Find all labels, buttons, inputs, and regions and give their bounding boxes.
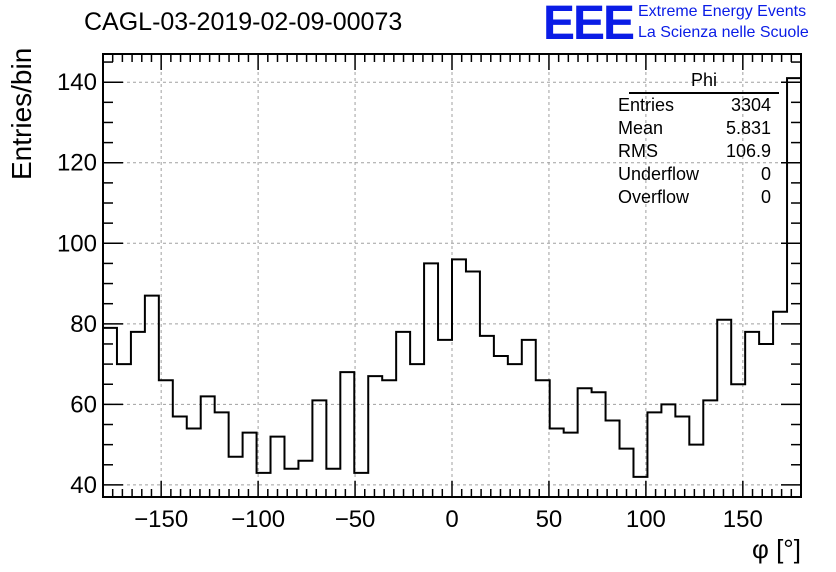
histogram-bin bbox=[159, 380, 173, 497]
stats-label: RMS bbox=[618, 141, 658, 161]
histogram-bin bbox=[452, 259, 466, 497]
histogram-bin bbox=[606, 420, 620, 497]
stats-label: Underflow bbox=[618, 164, 700, 184]
histogram-bin bbox=[508, 364, 522, 497]
y-tick-label: 80 bbox=[70, 311, 97, 338]
stats-title: Phi bbox=[629, 70, 779, 94]
histogram-bin bbox=[703, 400, 717, 497]
stats-label: Overflow bbox=[618, 187, 690, 207]
y-tick-label: 40 bbox=[70, 472, 97, 499]
x-tick-label: 0 bbox=[445, 506, 458, 533]
histogram-bin bbox=[466, 271, 480, 497]
histogram-bin bbox=[215, 412, 229, 497]
y-axis-label: Entries/bin bbox=[6, 47, 37, 180]
x-tick-label: −100 bbox=[231, 506, 285, 533]
histogram-bin bbox=[494, 356, 508, 497]
axis-ticks bbox=[103, 54, 801, 497]
histogram-bin bbox=[173, 416, 187, 497]
logo-caption-line2: La Scienza nelle Scuole bbox=[638, 24, 809, 41]
histogram-bin bbox=[592, 392, 606, 497]
stats-value: 0 bbox=[760, 164, 771, 184]
histogram-bin bbox=[368, 376, 382, 497]
histogram-bin bbox=[145, 296, 159, 497]
histogram-bin bbox=[201, 396, 215, 497]
logo-caption-line1: Extreme Energy Events bbox=[638, 3, 807, 20]
histogram-bin bbox=[536, 380, 550, 497]
x-axis-label: φ [°] bbox=[752, 534, 801, 564]
histogram-bin bbox=[298, 461, 312, 497]
histogram-bin bbox=[564, 433, 578, 497]
stats-label: Mean bbox=[618, 118, 664, 138]
histogram-bin bbox=[243, 433, 257, 497]
histogram-bin bbox=[382, 380, 396, 497]
histogram-bin bbox=[271, 437, 285, 497]
histogram-bin bbox=[229, 457, 243, 497]
histogram-bin bbox=[354, 473, 368, 497]
stats-box: Phi Entries 3304 Mean 5.831 RMS 106.9 Un… bbox=[611, 70, 779, 209]
axis-tick-labels: −150 −100 −50 0 50 100 150 40 60 80 100 120 140 bbox=[57, 69, 763, 533]
histogram-bin bbox=[326, 469, 340, 497]
x-tick-label: −150 bbox=[134, 506, 188, 533]
histogram-bin bbox=[103, 328, 117, 497]
histogram-bin bbox=[759, 344, 773, 497]
histogram-bin bbox=[731, 384, 745, 497]
histogram-bin bbox=[438, 340, 452, 497]
x-tick-label: 150 bbox=[723, 506, 763, 533]
histogram-bin bbox=[522, 340, 536, 497]
x-tick-label: −50 bbox=[335, 506, 376, 533]
x-tick-label: 100 bbox=[626, 506, 666, 533]
histogram-bin bbox=[131, 332, 145, 497]
histogram-outline bbox=[102, 77, 801, 497]
histogram-bin bbox=[312, 400, 326, 497]
eee-logo: EEE bbox=[543, 0, 635, 50]
chart-title: CAGL-03-2019-02-09-00073 bbox=[84, 8, 403, 36]
y-tick-label: 100 bbox=[57, 230, 97, 257]
stats-value: 3304 bbox=[730, 95, 771, 115]
y-tick-label: 120 bbox=[57, 150, 97, 177]
y-tick-label: 140 bbox=[57, 69, 97, 96]
histogram-bin bbox=[647, 412, 661, 497]
histogram-bin bbox=[689, 445, 703, 497]
stats-value: 5.831 bbox=[725, 118, 771, 138]
stats-row-entries: Entries 3304 bbox=[611, 94, 779, 117]
histogram-bin bbox=[410, 364, 424, 497]
histogram-bin bbox=[424, 263, 438, 497]
histogram-bin bbox=[187, 429, 201, 497]
histogram-bin bbox=[117, 364, 131, 497]
histogram-bin bbox=[661, 404, 675, 497]
y-tick-label: 60 bbox=[70, 391, 97, 418]
histogram-bin bbox=[717, 320, 731, 497]
histogram-bin bbox=[550, 429, 564, 497]
stats-row-rms: RMS 106.9 bbox=[611, 140, 779, 163]
x-tick-label: 50 bbox=[536, 506, 563, 533]
stats-label: Entries bbox=[618, 95, 675, 115]
histogram-bin bbox=[340, 372, 354, 497]
stats-row-mean: Mean 5.831 bbox=[611, 117, 779, 140]
stats-value: 0 bbox=[760, 187, 771, 207]
stats-value: 106.9 bbox=[725, 141, 771, 161]
stats-row-underflow: Underflow 0 bbox=[611, 163, 779, 186]
histogram-bin bbox=[480, 336, 494, 497]
stats-row-overflow: Overflow 0 bbox=[611, 186, 779, 209]
histogram-bin bbox=[578, 388, 592, 497]
histogram-bin bbox=[675, 416, 689, 497]
histogram-bin bbox=[396, 332, 410, 497]
histogram-bin bbox=[787, 78, 801, 497]
histogram-bin bbox=[745, 332, 759, 497]
